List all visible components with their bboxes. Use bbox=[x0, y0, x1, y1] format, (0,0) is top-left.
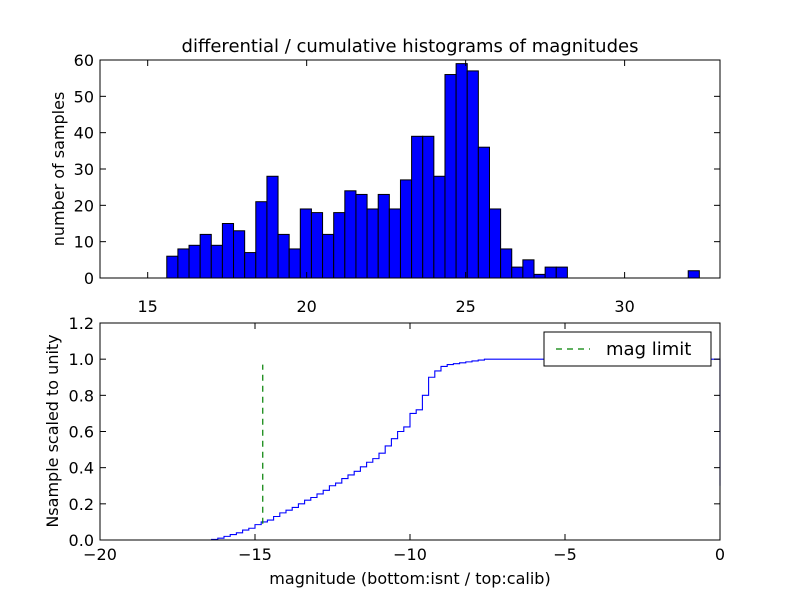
bottom-xlabel: magnitude (bottom:isnt / top:calib) bbox=[269, 569, 550, 588]
legend-mag-limit-label: mag limit bbox=[606, 339, 691, 360]
top-xtick-label: 20 bbox=[296, 297, 316, 316]
histogram-bar bbox=[299, 208, 312, 279]
bottom-ytick-label: 0.0 bbox=[69, 531, 94, 550]
cumulative-step-line bbox=[100, 358, 721, 541]
histogram-bar bbox=[355, 193, 368, 279]
histogram-bar bbox=[477, 146, 490, 279]
top-ytick-label: 60 bbox=[74, 51, 94, 70]
top-ytick-label: 50 bbox=[74, 87, 94, 106]
histogram-bar bbox=[233, 230, 246, 279]
histogram-bar bbox=[433, 175, 446, 279]
top-ticks: 0 10 20 30 40 50 60 15 20 25 30 bbox=[74, 51, 720, 316]
top-xtick-label: 30 bbox=[614, 297, 634, 316]
top-xtick-label: 25 bbox=[455, 297, 475, 316]
top-axes-frame bbox=[99, 59, 721, 279]
histogram-bar bbox=[255, 201, 268, 279]
bottom-xtick-label: −20 bbox=[83, 545, 117, 564]
histogram-bar bbox=[199, 233, 212, 279]
bottom-axes-frame bbox=[99, 322, 721, 541]
histogram-bar bbox=[455, 63, 468, 279]
histogram-bar bbox=[488, 208, 502, 279]
histogram-bar bbox=[288, 248, 301, 279]
histogram-bar bbox=[366, 208, 379, 279]
histogram-bar bbox=[177, 248, 190, 279]
bottom-ytick-label: 1.2 bbox=[69, 314, 94, 333]
histogram-bar bbox=[544, 266, 557, 279]
top-title: differential / cumulative histograms of … bbox=[182, 36, 639, 57]
top-bars bbox=[166, 63, 700, 279]
bottom-xtick-label: −5 bbox=[553, 545, 577, 564]
histogram-bar bbox=[244, 252, 257, 279]
histogram-bar bbox=[466, 70, 479, 279]
bottom-ytick-label: 1.0 bbox=[69, 350, 94, 369]
histogram-bar bbox=[399, 179, 413, 279]
histogram-bar bbox=[333, 212, 346, 279]
histogram-bar bbox=[555, 266, 568, 279]
top-ytick-label: 30 bbox=[74, 160, 94, 179]
bottom-ytick-label: 0.6 bbox=[69, 423, 94, 442]
histogram-bar bbox=[377, 193, 390, 279]
histogram-bar bbox=[344, 190, 357, 279]
top-xtick-label: 15 bbox=[138, 297, 158, 316]
histogram-bar bbox=[422, 135, 435, 279]
histogram-bar bbox=[210, 244, 223, 279]
top-ytick-label: 20 bbox=[74, 196, 94, 215]
legend[interactable]: mag limit bbox=[543, 331, 712, 367]
top-ylabel: number of samples bbox=[49, 92, 68, 247]
bottom-ylabel: Nsample scaled to unity bbox=[43, 334, 62, 527]
histogram-bar bbox=[511, 266, 524, 279]
histogram-bar bbox=[221, 223, 235, 279]
bottom-xtick-label: 0 bbox=[715, 545, 725, 564]
bottom-panel: Nsample scaled to unity magnitude (botto… bbox=[43, 314, 725, 588]
histogram-bar bbox=[166, 255, 179, 279]
histogram-bar bbox=[444, 74, 457, 279]
histogram-bar bbox=[500, 248, 513, 279]
histogram-bar bbox=[310, 212, 324, 279]
bottom-xtick-label: −10 bbox=[393, 545, 427, 564]
bottom-ytick-label: 0.2 bbox=[69, 495, 94, 514]
histogram-bar bbox=[411, 135, 424, 279]
histogram-bar bbox=[277, 233, 290, 279]
histogram-bar bbox=[388, 208, 401, 279]
histogram-bar bbox=[687, 270, 700, 279]
top-ytick-label: 40 bbox=[74, 124, 94, 143]
bottom-lines bbox=[100, 358, 721, 541]
bottom-ytick-label: 0.4 bbox=[69, 459, 94, 478]
histogram-bar bbox=[522, 259, 535, 279]
histogram-bar bbox=[533, 273, 546, 279]
histogram-bar bbox=[188, 244, 201, 279]
top-ytick-label: 10 bbox=[74, 233, 94, 252]
histogram-bar bbox=[322, 233, 335, 279]
bottom-xtick-label: −15 bbox=[238, 545, 272, 564]
top-panel: differential / cumulative histograms of … bbox=[49, 36, 721, 316]
top-ytick-label: 0 bbox=[84, 269, 94, 288]
bottom-ytick-label: 0.8 bbox=[69, 386, 94, 405]
histogram-bar bbox=[266, 175, 279, 279]
